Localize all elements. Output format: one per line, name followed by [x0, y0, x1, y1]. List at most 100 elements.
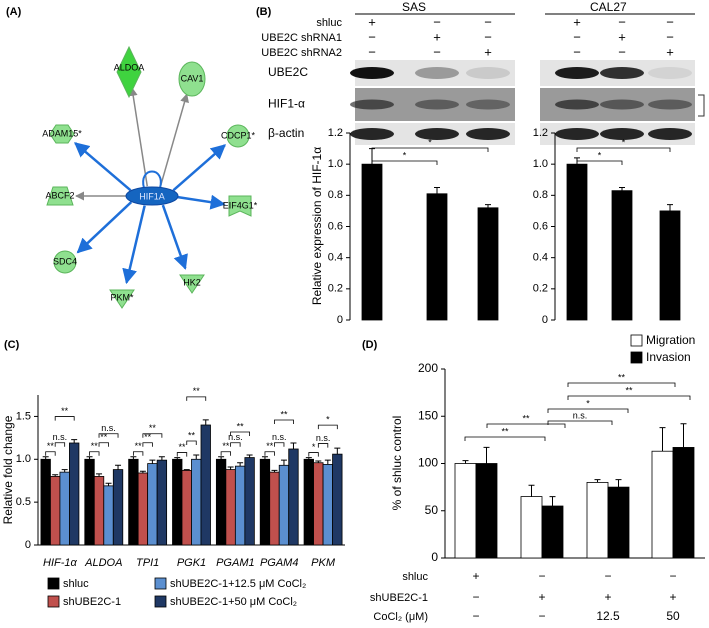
y-tick-label: 0.8 [328, 189, 343, 201]
error-bar [659, 427, 666, 452]
significance-label: * [598, 150, 602, 160]
y-tick-label: 0.2 [533, 283, 548, 295]
y-tick-label: 1.0 [16, 453, 31, 465]
error-bar [42, 456, 49, 460]
y-tick-label: 150 [418, 408, 438, 422]
band [648, 128, 692, 140]
significance-bracket [317, 424, 338, 430]
significance-label: ** [149, 423, 157, 433]
bar [215, 458, 227, 546]
legend-swatch [630, 351, 643, 364]
bar [475, 463, 498, 559]
x-tick-label: PGAM1 [216, 557, 255, 569]
bar [112, 469, 124, 546]
significance-bracket [176, 452, 188, 457]
y-tick-label: 0 [25, 539, 31, 551]
bar [454, 463, 477, 559]
error-bar [290, 442, 297, 449]
error-bar [174, 457, 181, 460]
bar [234, 465, 246, 546]
error-bar [237, 462, 244, 467]
condition-label: shUBE2C-1 [370, 592, 428, 604]
significance-bracket [308, 452, 319, 457]
significance-bracket [371, 160, 438, 165]
significance-bracket [54, 416, 75, 421]
condition-sign: − [484, 29, 492, 44]
significance-label: ** [135, 441, 143, 451]
error-bar [315, 460, 322, 463]
band [648, 99, 692, 110]
significance-bracket [230, 442, 241, 447]
significance-bracket [142, 442, 153, 447]
error-bar [485, 204, 491, 208]
error-bar [86, 456, 93, 460]
y-tick-label: 0.8 [533, 189, 548, 201]
significance-bracket [89, 451, 100, 456]
bar [651, 450, 674, 559]
bar [93, 476, 105, 546]
chart-title: CAL27 [590, 0, 627, 14]
significance-label: n.s. [272, 432, 287, 442]
significance-bracket [132, 451, 144, 456]
significance-label: ** [61, 406, 69, 416]
error-bar [280, 459, 287, 466]
condition-sign: − [368, 44, 376, 59]
condition-sign: − [573, 29, 581, 44]
y-tick-label: 200 [418, 361, 438, 375]
significance-bracket [274, 419, 294, 424]
significance-bracket [576, 147, 671, 152]
condition-cell: + [538, 590, 545, 604]
condition-sign: − [666, 29, 674, 44]
bracket [698, 94, 705, 117]
edge [177, 194, 226, 210]
node-shape [46, 186, 74, 206]
chart-title: SAS [402, 0, 426, 14]
band [350, 128, 394, 140]
band [350, 67, 394, 79]
significance-bracket [186, 440, 197, 445]
bar [147, 463, 158, 546]
band [600, 128, 644, 140]
panel-label: (A) [6, 6, 22, 18]
bar [278, 464, 290, 546]
node-label: ALDOA [114, 62, 145, 72]
condition-sign: − [433, 44, 441, 59]
bar [611, 190, 633, 321]
error-bar [139, 470, 146, 473]
significance-label: ** [144, 432, 152, 442]
error-bar [483, 446, 490, 464]
error-bar [218, 456, 225, 460]
bar [520, 496, 543, 559]
significance-bracket [547, 420, 613, 425]
bar [269, 471, 280, 546]
significance-label: n.s. [316, 433, 331, 443]
condition-cell: − [669, 569, 676, 583]
significance-label: * [326, 415, 330, 425]
condition-cell: + [604, 590, 611, 604]
y-tick-label: 0.5 [16, 496, 31, 508]
condition-label: UBE2C shRNA1 [261, 32, 342, 44]
error-bar [462, 460, 469, 464]
significance-bracket [371, 147, 489, 152]
condition-sign: − [666, 14, 674, 29]
x-tick-label: ALDOA [84, 557, 122, 569]
x-tick-label: PKM [311, 557, 336, 569]
bar [225, 469, 236, 546]
y-axis-label: % of shluc control [390, 416, 404, 511]
bar [672, 447, 695, 559]
significance-bracket [576, 160, 623, 165]
bar [322, 464, 333, 546]
node-label: ADAM15* [42, 128, 82, 138]
legend-swatch [630, 334, 643, 347]
center-node [125, 186, 179, 206]
condition-sign: − [433, 14, 441, 29]
condition-sign: − [573, 44, 581, 59]
significance-label: ** [280, 409, 288, 419]
significance-label: ** [625, 385, 633, 395]
y-tick-label: 0.4 [328, 252, 343, 264]
error-bar [271, 469, 278, 473]
condition-sign: + [573, 14, 581, 29]
x-tick-label: HIF-1α [43, 557, 78, 569]
edge [161, 204, 188, 270]
